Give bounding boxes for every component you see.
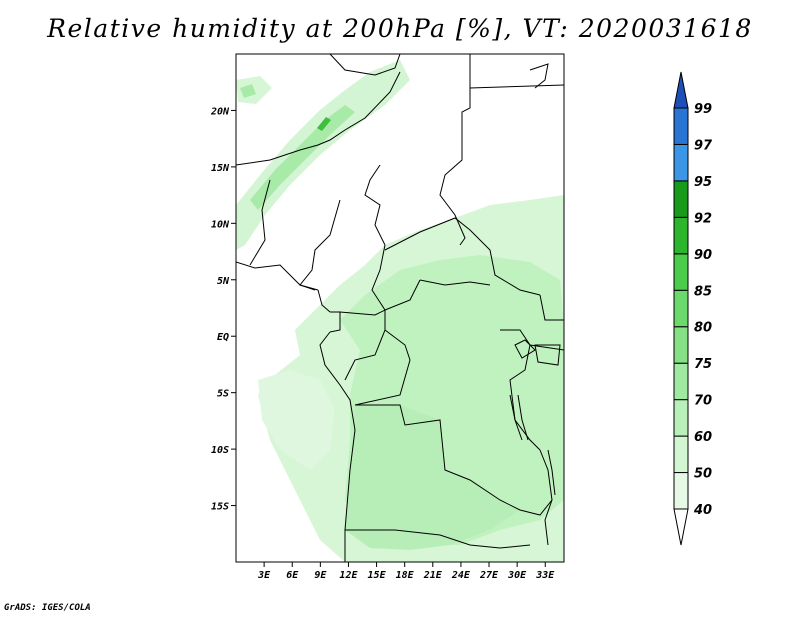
border-line xyxy=(384,217,541,296)
x-tick-label: 6E xyxy=(286,570,299,581)
humidity-region-west-atlantic xyxy=(258,370,335,470)
border-line xyxy=(384,279,421,311)
lake-shore xyxy=(547,449,556,496)
x-tick-label: 15E xyxy=(368,570,387,581)
y-axis: 20N 15N 10N 5N EQ 5S 10S 15S xyxy=(210,106,236,513)
y-tick-label: 5N xyxy=(217,276,230,287)
colorbar-segment xyxy=(673,216,689,255)
colorbar-label: 90 xyxy=(694,248,712,263)
border-line xyxy=(236,71,401,166)
plot-frame xyxy=(235,53,565,563)
y-tick-label: 15N xyxy=(211,163,230,174)
border-line xyxy=(371,244,386,311)
colorbar-segment xyxy=(673,289,689,328)
x-tick-label: 18E xyxy=(396,570,415,581)
colorbar-label: 40 xyxy=(693,503,712,518)
colorbar-segment xyxy=(673,362,689,401)
x-tick-label: 30E xyxy=(507,570,527,581)
humidity-region-northwest-inner xyxy=(240,84,256,98)
chart-title: Relative humidity at 200hPa [%], VT: 202… xyxy=(47,14,753,43)
lake-shore xyxy=(509,394,523,441)
humidity-region-south xyxy=(345,405,520,550)
border-line xyxy=(529,344,564,351)
coastline xyxy=(317,289,331,313)
colorbar-segment xyxy=(673,71,689,109)
humidity-band-sahel xyxy=(236,60,410,250)
colorbar-label: 92 xyxy=(694,211,712,226)
border-line xyxy=(439,54,471,246)
border-line xyxy=(329,54,401,76)
y-tick-label: 10N xyxy=(211,219,230,230)
border-line xyxy=(355,404,521,511)
coastline xyxy=(529,63,549,89)
humidity-band-sahel-inner xyxy=(250,105,355,210)
border-line xyxy=(354,329,411,406)
humidity-field xyxy=(236,60,564,562)
colorbar-label: 75 xyxy=(694,357,712,372)
colorbar-label: 85 xyxy=(694,284,712,299)
border-line xyxy=(519,499,553,516)
border-line xyxy=(299,199,341,291)
colorbar-segment xyxy=(673,180,689,218)
x-tick-label: 33E xyxy=(535,570,555,581)
coastline xyxy=(236,261,319,291)
x-tick-label: 3E xyxy=(257,570,271,581)
border-line xyxy=(539,294,564,321)
lake-shore xyxy=(514,339,536,359)
colorbar-label: 99 xyxy=(694,102,712,117)
country-borders xyxy=(236,54,564,562)
colorbar-segment xyxy=(673,435,689,474)
lake-shore xyxy=(517,394,529,441)
x-tick-label: 21E xyxy=(423,570,443,581)
credit-text: GrADS: IGES/COLA xyxy=(4,603,91,613)
border-line xyxy=(419,279,491,286)
border-line xyxy=(345,529,531,549)
colorbar-label: 97 xyxy=(694,138,713,153)
coastline xyxy=(319,331,356,562)
x-tick-label: 9E xyxy=(314,570,327,581)
colorbar-segment xyxy=(673,472,689,510)
y-tick-label: EQ xyxy=(217,332,229,343)
colorbar-label: 80 xyxy=(694,321,712,336)
border-line xyxy=(329,311,341,333)
colorbar-segment xyxy=(673,107,689,145)
humidity-band-sahel-core xyxy=(317,117,331,131)
x-tick-label: 27E xyxy=(479,570,499,581)
colorbar-label: 50 xyxy=(694,467,712,482)
colorbar-segment xyxy=(673,253,689,291)
colorbar-label: 70 xyxy=(694,394,712,409)
colorbar-label: 95 xyxy=(694,175,712,190)
colorbar-segment xyxy=(673,326,689,364)
colorbar-segment xyxy=(673,508,689,546)
x-axis: 3E 6E 9E 12E 15E 18E 21E 24E 27E 30E 33E xyxy=(257,562,555,581)
border-line xyxy=(249,179,271,266)
y-tick-label: 5S xyxy=(217,389,229,400)
colorbar-segment xyxy=(673,143,689,182)
x-tick-label: 24E xyxy=(451,570,471,581)
colorbar: 40 50 60 70 75 80 85 90 92 95 97 99 xyxy=(673,71,713,546)
border-line xyxy=(364,164,386,246)
colorbar-segment xyxy=(673,399,689,437)
x-tick-label: 12E xyxy=(339,570,358,581)
y-tick-label: 15S xyxy=(211,502,229,513)
border-line xyxy=(469,84,564,89)
lake-shore xyxy=(534,344,561,366)
colorbar-label: 60 xyxy=(694,430,712,445)
y-tick-label: 20N xyxy=(210,106,230,117)
y-tick-label: 10S xyxy=(211,445,229,456)
